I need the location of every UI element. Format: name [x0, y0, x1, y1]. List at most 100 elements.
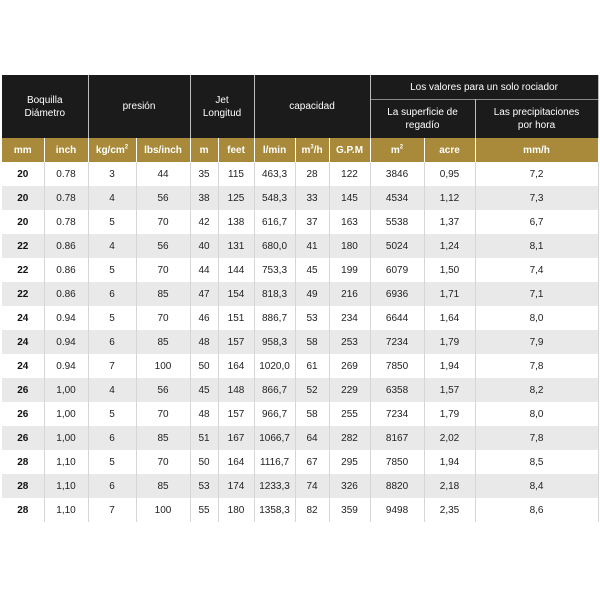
table-cell: 326	[329, 474, 371, 498]
table-cell: 5	[88, 258, 137, 282]
table-cell: 7	[88, 354, 137, 378]
unit-kg-cm2: kg/cm2	[88, 138, 137, 162]
table-cell: 33	[295, 186, 330, 210]
table-cell: 8,0	[475, 306, 599, 330]
table-cell: 70	[136, 402, 191, 426]
table-cell: 4	[88, 234, 137, 258]
table-cell: 157	[218, 402, 255, 426]
table-row: 24 0.94 5 70 46 151 886,7 53 234 6644 1,64 8,0	[2, 306, 599, 330]
table-cell: 50	[190, 354, 219, 378]
table-cell: 5	[88, 450, 137, 474]
table-cell: 6936	[370, 282, 425, 306]
table-cell: 8,2	[475, 378, 599, 402]
table-cell: 8,5	[475, 450, 599, 474]
header-row-top: Boquilla Diámetro presión Jet Longitud c…	[2, 75, 599, 138]
table-cell: 100	[136, 498, 191, 522]
unit-mm-h: mm/h	[475, 138, 599, 162]
table-cell: 5	[88, 306, 137, 330]
table-cell: 28	[2, 450, 45, 474]
table-cell: 7	[88, 498, 137, 522]
table-cell: 85	[136, 474, 191, 498]
table-cell: 131	[218, 234, 255, 258]
table-cell: 22	[2, 282, 45, 306]
table-cell: 1116,7	[254, 450, 296, 474]
table-cell: 9498	[370, 498, 425, 522]
table-cell: 1,00	[44, 402, 89, 426]
table-cell: 82	[295, 498, 330, 522]
table-cell: 20	[2, 186, 45, 210]
table-cell: 5538	[370, 210, 425, 234]
table-cell: 866,7	[254, 378, 296, 402]
table-cell: 1,00	[44, 378, 89, 402]
table-cell: 70	[136, 210, 191, 234]
unit-mm: mm	[2, 138, 45, 162]
table-row: 24 0.94 7 100 50 164 1020,0 61 269 7850 1,94 7,8	[2, 354, 599, 378]
table-cell: 680,0	[254, 234, 296, 258]
table-cell: 145	[329, 186, 371, 210]
table-cell: 7234	[370, 330, 425, 354]
table-cell: 26	[2, 378, 45, 402]
table-cell: 20	[2, 162, 45, 186]
table-cell: 38	[190, 186, 219, 210]
table-cell: 1,10	[44, 498, 89, 522]
table-cell: 2,02	[424, 426, 476, 450]
table-cell: 1,10	[44, 474, 89, 498]
table-cell: 8,1	[475, 234, 599, 258]
header-pressure: presión	[88, 75, 191, 138]
table-cell: 1,57	[424, 378, 476, 402]
table-cell: 52	[295, 378, 330, 402]
table-cell: 5	[88, 402, 137, 426]
table-cell: 53	[190, 474, 219, 498]
table-cell: 7,1	[475, 282, 599, 306]
unit-feet: feet	[218, 138, 255, 162]
table-cell: 148	[218, 378, 255, 402]
table-cell: 45	[295, 258, 330, 282]
table-cell: 6644	[370, 306, 425, 330]
table-cell: 0.78	[44, 186, 89, 210]
table-cell: 64	[295, 426, 330, 450]
table-cell: 818,3	[254, 282, 296, 306]
table-cell: 8,6	[475, 498, 599, 522]
table-cell: 70	[136, 450, 191, 474]
table-row: 26 1,00 4 56 45 148 866,7 52 229 6358 1,57 8,2	[2, 378, 599, 402]
table-cell: 49	[295, 282, 330, 306]
table-cell: 966,7	[254, 402, 296, 426]
table-cell: 8,0	[475, 402, 599, 426]
table-cell: 53	[295, 306, 330, 330]
table-cell: 40	[190, 234, 219, 258]
table-cell: 0,95	[424, 162, 476, 186]
table-cell: 958,3	[254, 330, 296, 354]
table-cell: 85	[136, 426, 191, 450]
table-cell: 269	[329, 354, 371, 378]
table-cell: 0.86	[44, 282, 89, 306]
table-cell: 4534	[370, 186, 425, 210]
header-capacity: capacidad	[254, 75, 371, 138]
table-cell: 6079	[370, 258, 425, 282]
table-cell: 0.86	[44, 234, 89, 258]
table-cell: 2,35	[424, 498, 476, 522]
table-cell: 58	[295, 402, 330, 426]
table-cell: 1,64	[424, 306, 476, 330]
table-cell: 51	[190, 426, 219, 450]
table-cell: 6	[88, 474, 137, 498]
table-row: 26 1,00 5 70 48 157 966,7 58 255 7234 1,79 8,0	[2, 402, 599, 426]
table-cell: 359	[329, 498, 371, 522]
table-cell: 6	[88, 282, 137, 306]
table-cell: 42	[190, 210, 219, 234]
table-row: 22 0.86 6 85 47 154 818,3 49 216 6936 1,71 7,1	[2, 282, 599, 306]
table-cell: 24	[2, 354, 45, 378]
table-cell: 28	[2, 498, 45, 522]
table-cell: 255	[329, 402, 371, 426]
table-cell: 1358,3	[254, 498, 296, 522]
table-cell: 7234	[370, 402, 425, 426]
table-cell: 122	[329, 162, 371, 186]
unit-lbs-inch: lbs/inch	[136, 138, 191, 162]
header-irrigated-area: La superficie de regadío	[370, 99, 476, 138]
table-cell: 7,8	[475, 354, 599, 378]
table-cell: 1,79	[424, 402, 476, 426]
table-cell: 4	[88, 186, 137, 210]
table-cell: 56	[136, 378, 191, 402]
table-cell: 548,3	[254, 186, 296, 210]
table-row: 20 0.78 5 70 42 138 616,7 37 163 5538 1,37 6,7	[2, 210, 599, 234]
sprinkler-table-container: Boquilla Diámetro presión Jet Longitud c…	[2, 75, 599, 522]
